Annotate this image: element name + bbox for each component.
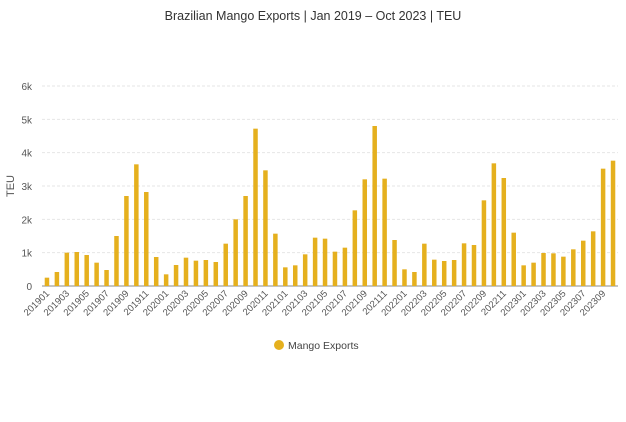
y-tick-label: 2k — [21, 215, 33, 226]
bar-202212[interactable] — [511, 232, 516, 286]
bar-201911[interactable] — [144, 192, 149, 286]
bar-202110[interactable] — [372, 126, 377, 286]
bar-202208[interactable] — [471, 245, 477, 286]
bar-202305[interactable] — [561, 256, 566, 286]
bar-202004[interactable] — [193, 260, 199, 286]
bar-202112[interactable] — [392, 240, 397, 286]
bar-202107[interactable] — [342, 247, 348, 286]
bar-202002[interactable] — [173, 265, 179, 286]
legend[interactable]: Mango Exports — [274, 340, 359, 352]
bar-202008[interactable] — [233, 219, 238, 286]
bar-201905[interactable] — [84, 255, 89, 286]
y-tick-label: 5k — [21, 115, 33, 126]
legend-label: Mango Exports — [288, 340, 359, 352]
y-tick-label: 4k — [21, 149, 33, 160]
bar-202307[interactable] — [580, 240, 586, 286]
bar-202308[interactable] — [590, 231, 596, 286]
bar-202009[interactable] — [243, 196, 248, 286]
bar-202207[interactable] — [461, 243, 467, 286]
bar-202201[interactable] — [402, 269, 407, 286]
bar-202111[interactable] — [382, 178, 387, 286]
bar-201903[interactable] — [64, 252, 70, 286]
bar-202302[interactable] — [531, 262, 536, 286]
bar-202203[interactable] — [422, 243, 427, 286]
bar-202104[interactable] — [312, 237, 318, 286]
bar-202210[interactable] — [491, 163, 497, 286]
bar-202301[interactable] — [521, 265, 526, 286]
bar-201907[interactable] — [104, 270, 109, 286]
bar-202011[interactable] — [263, 170, 268, 286]
bar-202303[interactable] — [541, 253, 546, 286]
bar-201909[interactable] — [124, 196, 129, 286]
bar-201912[interactable] — [153, 257, 159, 286]
y-tick-label: 6k — [21, 82, 33, 93]
bar-202109[interactable] — [362, 179, 368, 286]
bar-202205[interactable] — [441, 261, 447, 286]
bar-202202[interactable] — [412, 272, 417, 286]
bar-202209[interactable] — [481, 200, 487, 286]
bar-202012[interactable] — [273, 233, 278, 286]
bar-202108[interactable] — [352, 210, 358, 286]
bar-201902[interactable] — [54, 272, 60, 286]
bar-202010[interactable] — [253, 128, 258, 286]
bar-202105[interactable] — [322, 238, 328, 286]
bar-202001[interactable] — [163, 274, 169, 286]
bar-202310[interactable] — [610, 160, 616, 286]
bar-202102[interactable] — [292, 265, 298, 286]
bar-202309[interactable] — [600, 168, 606, 286]
bar-202106[interactable] — [332, 251, 338, 286]
bar-201910[interactable] — [134, 164, 139, 286]
bar-202007[interactable] — [223, 243, 228, 286]
bar-202006[interactable] — [213, 262, 219, 286]
y-tick-label: 3k — [21, 182, 33, 193]
y-tick-label: 1k — [21, 249, 33, 260]
bar-201908[interactable] — [114, 236, 119, 286]
bar-201904[interactable] — [74, 252, 80, 286]
bar-202103[interactable] — [302, 254, 308, 286]
bar-202206[interactable] — [451, 260, 457, 286]
bar-202005[interactable] — [203, 260, 209, 286]
bar-202003[interactable] — [183, 257, 189, 286]
bar-202306[interactable] — [571, 249, 576, 286]
bar-202204[interactable] — [432, 259, 437, 286]
bar-201901[interactable] — [44, 277, 50, 286]
bar-202101[interactable] — [283, 267, 288, 286]
chart-title: Brazilian Mango Exports | Jan 2019 – Oct… — [165, 9, 462, 23]
bar-201906[interactable] — [94, 262, 99, 286]
y-tick-label: 0 — [26, 282, 32, 293]
bar-202304[interactable] — [551, 253, 556, 286]
y-axis-label: TEU — [5, 175, 17, 197]
bar-202211[interactable] — [501, 178, 507, 286]
legend-marker — [274, 340, 284, 350]
